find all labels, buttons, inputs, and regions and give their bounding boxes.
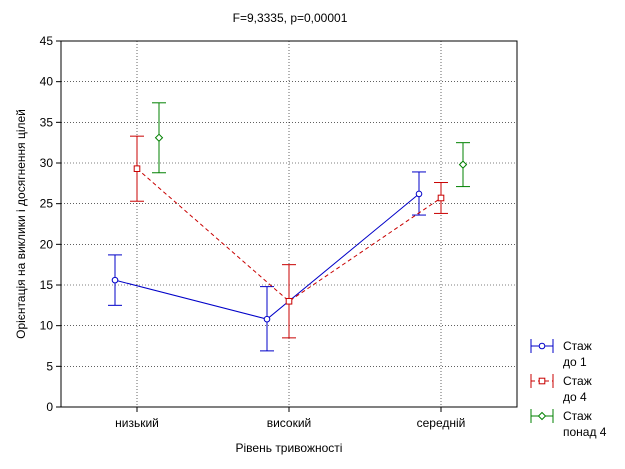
legend-label: понад 4 [563, 425, 607, 439]
legend-item: Стаж понад 4 [530, 409, 607, 439]
series-3 [152, 102, 470, 188]
y-tick-label: 25 [40, 197, 54, 211]
y-axis: 0 5 10 15 20 25 30 35 40 45 [40, 34, 61, 414]
legend-label: Стаж [563, 409, 592, 423]
legend-item: Стаж до 1 [530, 339, 592, 369]
legend: Стаж до 1 Стаж до 4 Стаж понад 4 [530, 339, 607, 439]
series-line [136, 168, 442, 302]
series-2 [130, 135, 448, 339]
legend-label: Стаж [563, 339, 592, 353]
data-point [154, 133, 164, 142]
y-tick-label: 35 [40, 115, 54, 129]
y-axis-title: Орієнтація на виклики і досягнення цілей [14, 109, 28, 339]
x-tick-label: середній [417, 416, 466, 430]
legend-label: до 1 [563, 355, 587, 369]
data-point [458, 160, 468, 169]
legend-label: до 4 [563, 390, 587, 404]
series-1 [108, 171, 426, 352]
legend-marker [537, 411, 547, 421]
y-tick-label: 40 [40, 75, 54, 89]
legend-marker [538, 377, 546, 385]
y-tick-label: 10 [40, 319, 54, 333]
chart-title: F=9,3335, p=0,00001 [233, 11, 348, 25]
data-point [285, 297, 293, 305]
legend-item: Стаж до 4 [530, 374, 592, 404]
data-point [111, 276, 119, 284]
series-layer [108, 102, 470, 352]
legend-label: Стаж [563, 374, 592, 388]
data-point [415, 190, 423, 198]
data-point [263, 315, 271, 323]
y-tick-label: 0 [46, 400, 53, 414]
data-point [133, 165, 141, 172]
y-tick-label: 5 [46, 359, 53, 373]
legend-marker [538, 342, 546, 350]
x-tick-label: високий [267, 416, 312, 430]
x-tick-label: низький [115, 416, 159, 430]
data-point [437, 194, 445, 202]
y-tick-label: 20 [40, 237, 54, 251]
x-axis-title: Рівень тривожності [236, 441, 343, 455]
x-axis: низький високий середній [115, 407, 465, 430]
y-tick-label: 30 [40, 156, 54, 170]
grid [61, 40, 517, 408]
y-tick-label: 15 [40, 278, 54, 292]
y-tick-label: 45 [40, 34, 54, 48]
